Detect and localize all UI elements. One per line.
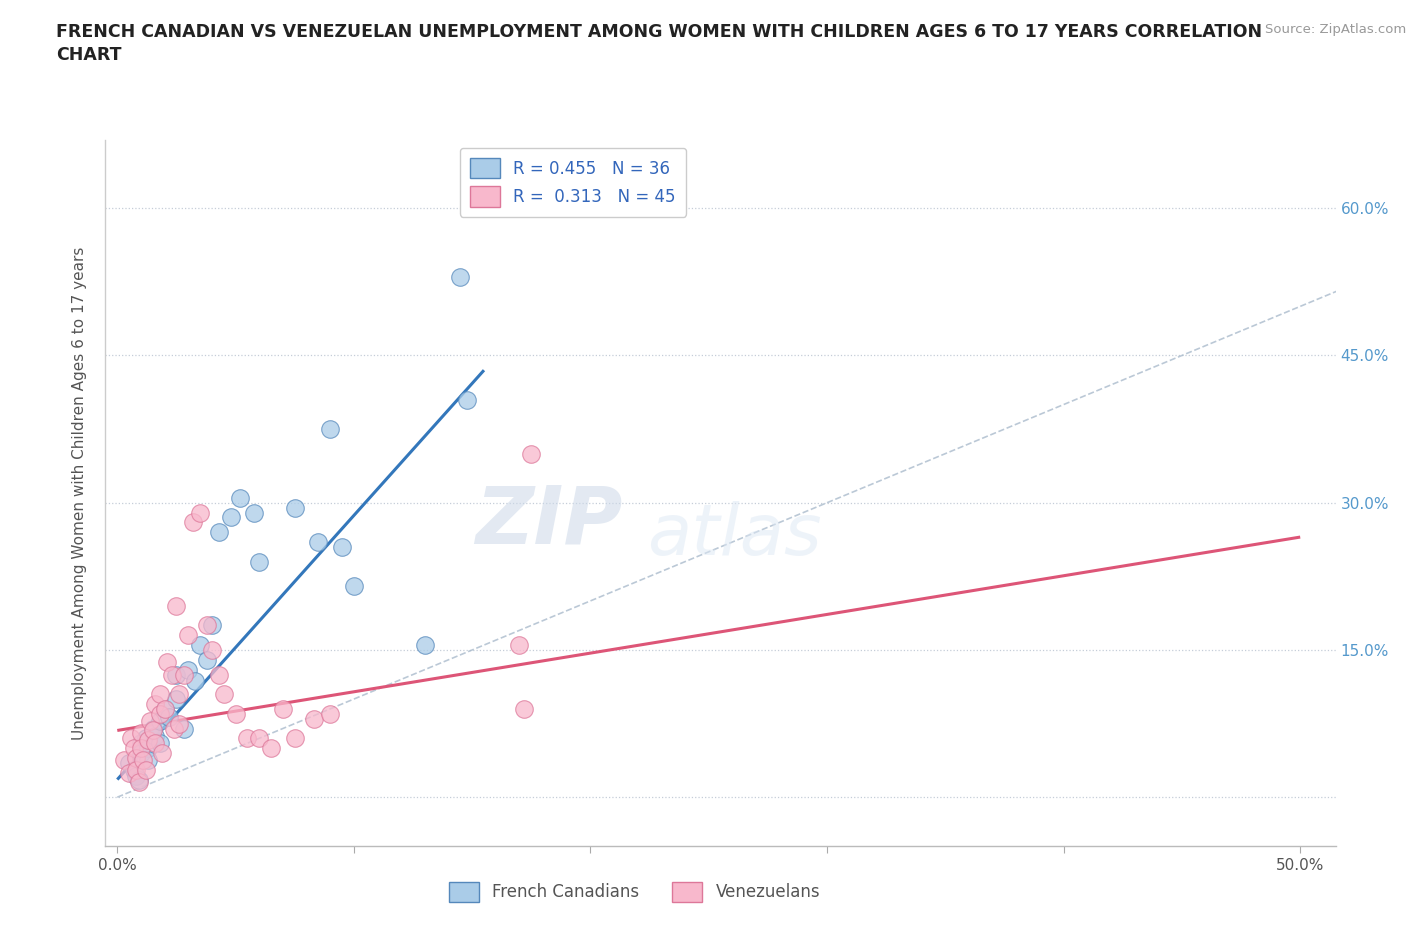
Point xyxy=(173,721,195,736)
Point xyxy=(129,726,152,741)
Point xyxy=(165,598,187,613)
Point xyxy=(319,707,342,722)
Text: ZIP: ZIP xyxy=(475,482,621,560)
Point xyxy=(413,638,436,653)
Point xyxy=(243,505,266,520)
Point xyxy=(173,667,195,682)
Point xyxy=(125,751,148,765)
Point xyxy=(184,674,207,689)
Point xyxy=(149,713,172,728)
Legend: French Canadians, Venezuelans: French Canadians, Venezuelans xyxy=(441,875,827,909)
Point xyxy=(188,638,211,653)
Point xyxy=(284,500,307,515)
Point xyxy=(129,746,152,761)
Point xyxy=(208,667,231,682)
Point xyxy=(330,539,353,554)
Point xyxy=(260,740,283,755)
Point xyxy=(143,729,166,744)
Point xyxy=(247,554,270,569)
Point xyxy=(157,710,180,724)
Point xyxy=(508,638,530,653)
Point xyxy=(128,775,150,790)
Point xyxy=(177,662,200,677)
Point xyxy=(125,763,148,777)
Point xyxy=(201,643,224,658)
Point xyxy=(456,392,478,407)
Point xyxy=(343,578,366,593)
Point xyxy=(139,713,162,728)
Point xyxy=(181,515,204,530)
Point xyxy=(188,505,211,520)
Text: FRENCH CANADIAN VS VENEZUELAN UNEMPLOYMENT AMONG WOMEN WITH CHILDREN AGES 6 TO 1: FRENCH CANADIAN VS VENEZUELAN UNEMPLOYME… xyxy=(56,23,1263,41)
Point xyxy=(271,701,294,716)
Point xyxy=(225,707,247,722)
Point xyxy=(149,707,172,722)
Point xyxy=(201,618,224,633)
Point xyxy=(118,755,141,770)
Point xyxy=(229,490,252,505)
Point xyxy=(136,740,159,755)
Point xyxy=(156,655,179,670)
Point xyxy=(163,721,186,736)
Point xyxy=(142,721,165,736)
Point xyxy=(135,763,157,777)
Point xyxy=(513,701,536,716)
Point xyxy=(167,716,190,731)
Point xyxy=(136,733,159,748)
Point xyxy=(165,667,187,682)
Point xyxy=(135,731,157,746)
Point xyxy=(520,446,543,461)
Point xyxy=(142,723,165,737)
Point xyxy=(160,667,183,682)
Point xyxy=(195,652,218,667)
Point xyxy=(112,752,135,767)
Point xyxy=(143,736,166,751)
Point xyxy=(165,692,187,707)
Point xyxy=(284,731,307,746)
Point xyxy=(143,697,166,711)
Point xyxy=(121,731,143,746)
Point xyxy=(449,270,471,285)
Point xyxy=(129,740,152,755)
Text: CHART: CHART xyxy=(56,46,122,64)
Point xyxy=(128,772,150,787)
Point xyxy=(212,686,235,701)
Point xyxy=(118,765,141,780)
Point xyxy=(247,731,270,746)
Point xyxy=(122,740,145,755)
Point xyxy=(149,686,172,701)
Point xyxy=(195,618,218,633)
Point xyxy=(129,736,152,751)
Text: atlas: atlas xyxy=(647,501,821,570)
Point xyxy=(219,510,242,525)
Point xyxy=(302,711,325,726)
Text: Source: ZipAtlas.com: Source: ZipAtlas.com xyxy=(1265,23,1406,36)
Point xyxy=(319,421,342,436)
Point xyxy=(177,628,200,643)
Point xyxy=(153,701,176,716)
Point xyxy=(125,768,148,783)
Point xyxy=(122,763,145,777)
Point xyxy=(167,686,190,701)
Point xyxy=(307,535,329,550)
Y-axis label: Unemployment Among Women with Children Ages 6 to 17 years: Unemployment Among Women with Children A… xyxy=(72,246,87,739)
Point xyxy=(132,752,155,767)
Point xyxy=(236,731,259,746)
Point xyxy=(149,736,172,751)
Point xyxy=(150,746,173,761)
Point xyxy=(208,525,231,539)
Point xyxy=(153,701,176,716)
Point xyxy=(136,752,159,767)
